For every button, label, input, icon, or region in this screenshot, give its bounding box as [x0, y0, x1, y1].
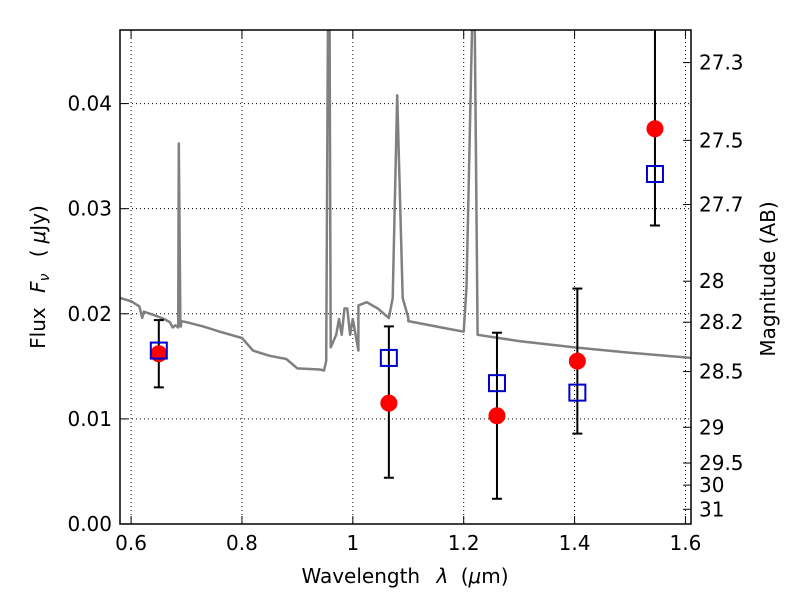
model-point	[568, 383, 587, 402]
x-tick-label: 1.4	[559, 531, 591, 555]
model-point	[149, 341, 168, 360]
grid-layer	[120, 30, 691, 525]
mag-tick-label: 27.3	[699, 51, 744, 75]
y-tick-label: 0.03	[67, 197, 112, 221]
model-point	[379, 348, 398, 367]
y-tick-label: 0.04	[67, 92, 112, 116]
mag-tick-label: 29.5	[699, 451, 744, 475]
y-tick-label: 0.01	[67, 407, 112, 431]
mag-tick-label: 27.5	[699, 128, 744, 152]
spectrum-layer	[120, 30, 691, 372]
mag-tick-label: 31	[699, 497, 724, 521]
model-point	[645, 164, 664, 183]
mag-tick-label: 28.5	[699, 360, 744, 384]
errorbar-layer	[153, 30, 660, 500]
y2-axis-title: Magnitude (AB)	[756, 201, 780, 356]
y-axis-title: Flux Fν (μJy)	[26, 205, 54, 349]
marker-layer	[149, 120, 664, 425]
observed-point	[646, 120, 664, 138]
model-point	[487, 374, 506, 393]
x-axis-title: Wavelength λ (μm)	[301, 564, 508, 588]
y-tick-label: 0.00	[67, 512, 112, 536]
observed-point	[568, 352, 586, 370]
x-tick-label: 1.2	[448, 531, 480, 555]
x-tick-label: 0.6	[115, 531, 147, 555]
x-tick-label: 1.6	[670, 531, 702, 555]
y-tick-label: 0.02	[67, 302, 112, 326]
observed-point	[380, 394, 398, 412]
plot-frame	[119, 29, 692, 525]
tick-layer: 0.6 0.8 1 1.2 1.4 1.6 0.00 0.01 0.02 0.03 0.04 27.3…	[67, 30, 744, 555]
model-spectrum-line	[120, 30, 691, 372]
x-tick-label: 0.8	[226, 531, 258, 555]
observed-point	[488, 407, 506, 425]
mag-tick-label: 28.2	[699, 310, 744, 334]
x-tick-label: 1	[346, 531, 359, 555]
mag-tick-label: 27.7	[699, 192, 744, 216]
mag-tick-label: 30	[699, 473, 724, 497]
mag-tick-label: 28	[699, 269, 724, 293]
mag-tick-label: 29	[699, 415, 724, 439]
